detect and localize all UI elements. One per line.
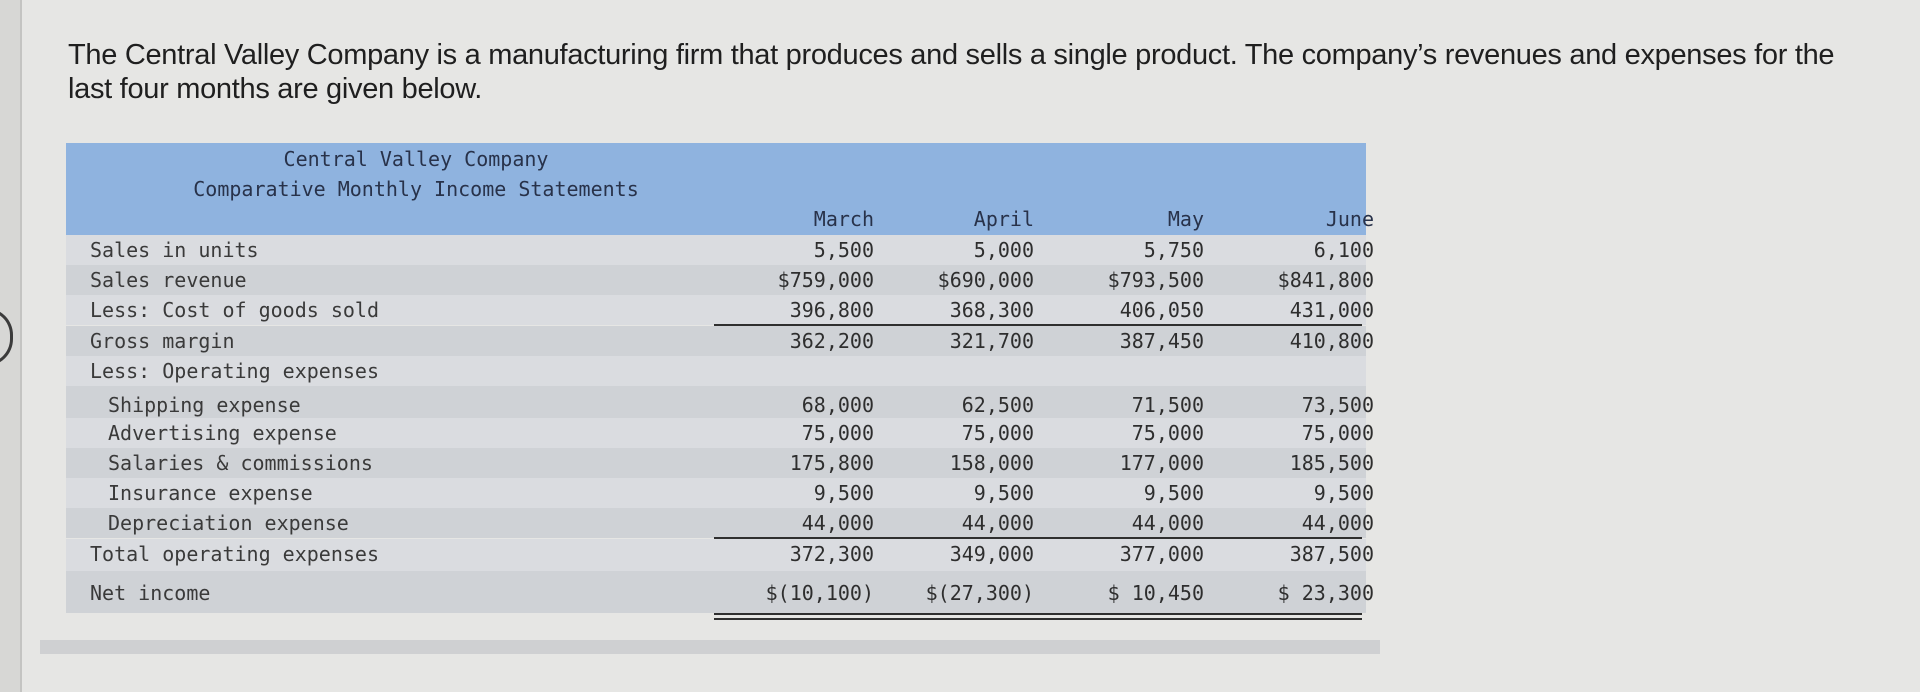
cell-april: $(27,300) [925, 581, 1034, 605]
cell-june: $ 23,300 [1277, 581, 1374, 605]
row-label: Insurance expense [108, 481, 313, 505]
cell-june: 387,500 [1289, 542, 1374, 566]
table-row: Insurance expense 9,500 9,500 9,500 9,50… [66, 478, 1374, 508]
month-header-june: June [1325, 207, 1374, 231]
total-double-underline-top [714, 613, 1362, 615]
cell-march: 372,300 [789, 542, 874, 566]
row-label: Advertising expense [108, 421, 337, 445]
table-row: Less: Cost of goods sold 396,800 368,300… [66, 295, 1374, 325]
row-label: Net income [90, 581, 211, 605]
table-row: Net income $(10,100) $(27,300) $ 10,450 … [66, 571, 1374, 613]
bottom-divider-strip [40, 640, 1380, 654]
row-label: Less: Cost of goods sold [90, 298, 379, 322]
row-label: Salaries & commissions [108, 451, 373, 475]
cell-may: $793,500 [1107, 268, 1204, 292]
cell-march: 68,000 [801, 393, 874, 417]
cell-june: 6,100 [1313, 238, 1374, 262]
company-name: Central Valley Company [283, 147, 549, 171]
statement-title: Comparative Monthly Income Statements [193, 177, 639, 201]
month-header-row: March April May June [66, 207, 1374, 235]
cell-march: 396,800 [789, 298, 874, 322]
row-label: Less: Operating expenses [90, 359, 379, 383]
cell-april: $690,000 [937, 268, 1034, 292]
income-statement-table: Central Valley Company Comparative Month… [66, 143, 1374, 633]
cell-april: 62,500 [961, 393, 1034, 417]
subtotal-underline [714, 537, 1362, 539]
cell-june: 9,500 [1313, 481, 1374, 505]
cell-march: 44,000 [801, 511, 874, 535]
total-double-underline-bottom [714, 618, 1362, 620]
month-header-april: April [973, 207, 1034, 231]
table-row: Less: Operating expenses [66, 356, 1366, 386]
cell-march: 5,500 [813, 238, 874, 262]
cell-april: 158,000 [949, 451, 1034, 475]
month-header-march: March [813, 207, 874, 231]
cell-june: 44,000 [1301, 511, 1374, 535]
cell-may: 75,000 [1131, 421, 1204, 445]
cell-april: 368,300 [949, 298, 1034, 322]
table-row: Sales revenue $759,000 $690,000 $793,500… [66, 265, 1374, 295]
cell-may: 406,050 [1119, 298, 1204, 322]
table-row: Salaries & commissions 175,800 158,000 1… [66, 448, 1374, 478]
cell-june: 185,500 [1289, 451, 1374, 475]
cell-june: 431,000 [1289, 298, 1374, 322]
cell-march: 362,200 [789, 329, 874, 353]
table-row: Shipping expense 68,000 62,500 71,500 73… [66, 386, 1374, 418]
cell-march: 9,500 [813, 481, 874, 505]
table-row: Sales in units 5,500 5,000 5,750 6,100 [66, 235, 1374, 265]
cell-may: 387,450 [1119, 329, 1204, 353]
table-row: Advertising expense 75,000 75,000 75,000… [66, 418, 1374, 448]
cell-may: 177,000 [1119, 451, 1204, 475]
cell-march: 75,000 [801, 421, 874, 445]
cell-june: 75,000 [1301, 421, 1374, 445]
cell-march: 175,800 [789, 451, 874, 475]
cell-may: 377,000 [1119, 542, 1204, 566]
row-label: Shipping expense [108, 393, 301, 417]
cell-may: 44,000 [1131, 511, 1204, 535]
left-edge-panel [0, 0, 22, 692]
cell-april: 321,700 [949, 329, 1034, 353]
month-header-may: May [1167, 207, 1204, 231]
row-label: Sales revenue [90, 268, 247, 292]
row-label: Depreciation expense [108, 511, 349, 535]
cell-june: 73,500 [1301, 393, 1374, 417]
problem-intro-text: The Central Valley Company is a manufact… [68, 39, 1835, 105]
cell-march: $(10,100) [765, 581, 874, 605]
cell-may: 5,750 [1143, 238, 1204, 262]
cell-may: 71,500 [1131, 393, 1204, 417]
cell-april: 9,500 [973, 481, 1034, 505]
cell-june: 410,800 [1289, 329, 1374, 353]
cell-may: 9,500 [1143, 481, 1204, 505]
cell-may: $ 10,450 [1107, 581, 1204, 605]
cell-june: $841,800 [1277, 268, 1374, 292]
row-label: Total operating expenses [90, 542, 379, 566]
subtotal-underline [714, 324, 1362, 326]
table-row: Depreciation expense 44,000 44,000 44,00… [66, 508, 1374, 538]
table-header-band [66, 143, 1366, 235]
table-row: Total operating expenses 372,300 349,000… [66, 539, 1374, 571]
row-label: Gross margin [90, 329, 235, 353]
cell-march: $759,000 [777, 268, 874, 292]
cell-april: 349,000 [949, 542, 1034, 566]
cell-april: 44,000 [961, 511, 1034, 535]
table-row: Gross margin 362,200 321,700 387,450 410… [66, 326, 1374, 356]
cell-april: 5,000 [973, 238, 1034, 262]
bracket-decoration [0, 308, 13, 366]
row-label: Sales in units [90, 238, 259, 262]
cell-april: 75,000 [961, 421, 1034, 445]
